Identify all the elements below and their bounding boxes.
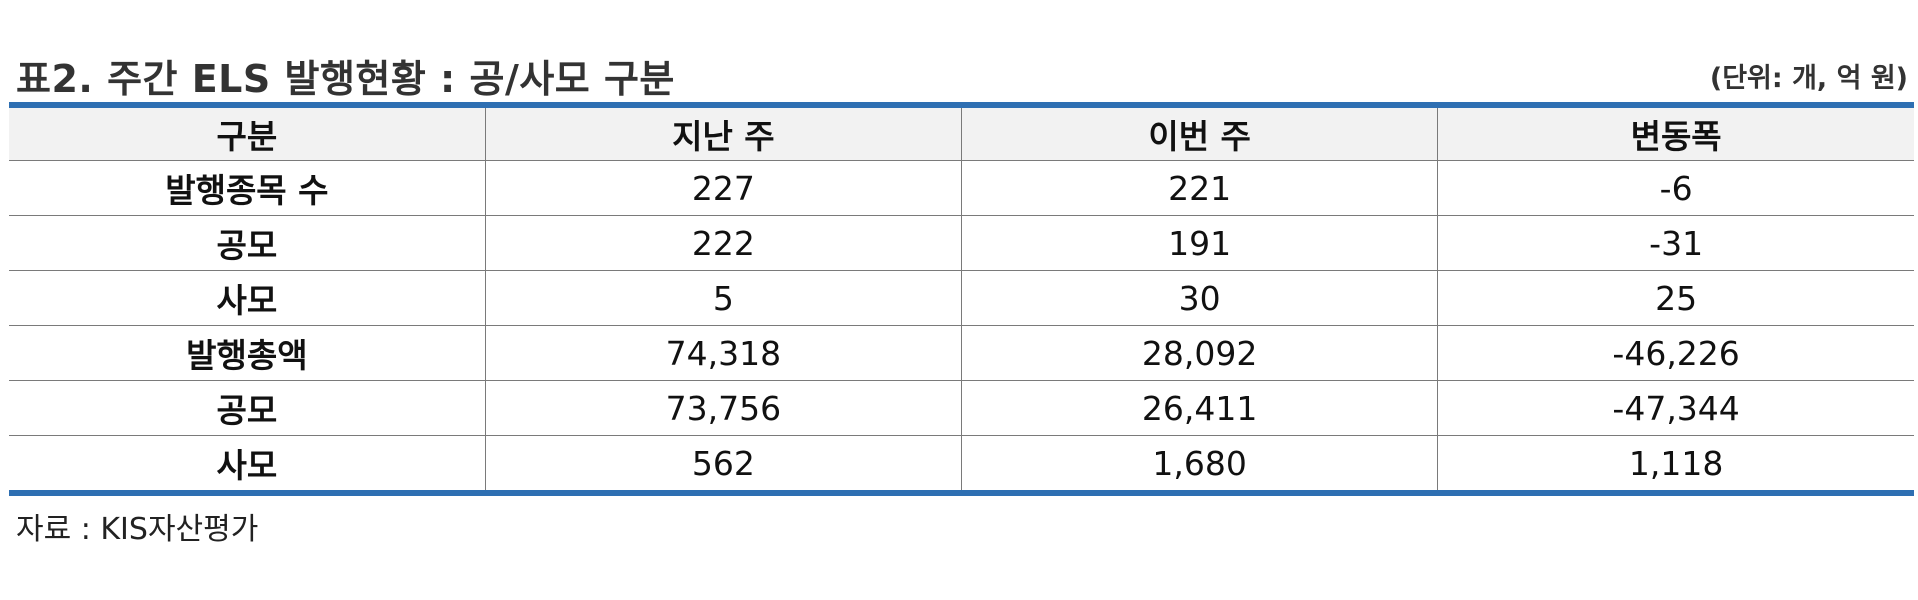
column-header-last-week: 지난 주 bbox=[484, 108, 962, 161]
unit-note: (단위: 개, 억 원) bbox=[1709, 63, 1908, 94]
change-value: 1,118 bbox=[1437, 435, 1914, 490]
last-week-value: 5 bbox=[484, 270, 962, 326]
row-label: 사모 bbox=[216, 446, 278, 485]
last-week-value: 74,318 bbox=[484, 325, 962, 381]
this-week-value: 221 bbox=[960, 160, 1438, 216]
table-row: 발행종목 수 227 221 -6 bbox=[9, 160, 1914, 216]
change-value: -31 bbox=[1437, 215, 1914, 271]
change-value: 25 bbox=[1437, 270, 1914, 326]
table-row: 사모 5 30 25 bbox=[9, 270, 1914, 326]
row-label: 사모 bbox=[9, 270, 486, 326]
last-week-value: 73,756 bbox=[484, 380, 962, 436]
table-title: 표2. 주간 ELS 발행현황 : 공/사모 구분 bbox=[16, 57, 675, 101]
table-row: 공모 73,756 26,411 -47,344 bbox=[9, 380, 1914, 436]
source-note: 자료 : KIS자산평가 bbox=[16, 512, 259, 547]
row-label: 발행총액 bbox=[9, 325, 486, 381]
data-table: 구분 지난 주 이번 주 변동폭 발행종목 수 227 221 -6 공모 22… bbox=[9, 108, 1914, 490]
column-header-category: 구분 bbox=[9, 108, 486, 161]
change-value: -6 bbox=[1437, 160, 1914, 216]
table-row: 사모 562 1,680 1,118 bbox=[9, 435, 1914, 490]
this-week-value: 30 bbox=[960, 270, 1438, 326]
table-row: 발행총액 74,318 28,092 -46,226 bbox=[9, 325, 1914, 381]
last-week-value: 562 bbox=[484, 435, 962, 490]
this-week-value: 1,680 bbox=[960, 435, 1438, 490]
this-week-value: 26,411 bbox=[960, 380, 1438, 436]
this-week-value: 191 bbox=[960, 215, 1438, 271]
table-header: 표2. 주간 ELS 발행현황 : 공/사모 구분 (단위: 개, 억 원) bbox=[16, 44, 1908, 101]
last-week-value: 227 bbox=[484, 160, 962, 216]
column-header-this-week: 이번 주 bbox=[960, 108, 1438, 161]
change-value: -46,226 bbox=[1437, 325, 1914, 381]
header-row: 구분 지난 주 이번 주 변동폭 bbox=[9, 108, 1914, 161]
row-label: 공모 bbox=[9, 380, 486, 436]
row-label: 발행종목 수 bbox=[9, 160, 486, 216]
column-header-change: 변동폭 bbox=[1437, 108, 1914, 161]
this-week-value: 28,092 bbox=[960, 325, 1438, 381]
change-value: -47,344 bbox=[1437, 380, 1914, 436]
row-label: 공모 bbox=[9, 215, 486, 271]
last-week-value: 222 bbox=[484, 215, 962, 271]
els-issuance-table: 구분 지난 주 이번 주 변동폭 발행종목 수 227 221 -6 공모 22… bbox=[9, 102, 1914, 496]
table-row: 공모 222 191 -31 bbox=[9, 215, 1914, 271]
